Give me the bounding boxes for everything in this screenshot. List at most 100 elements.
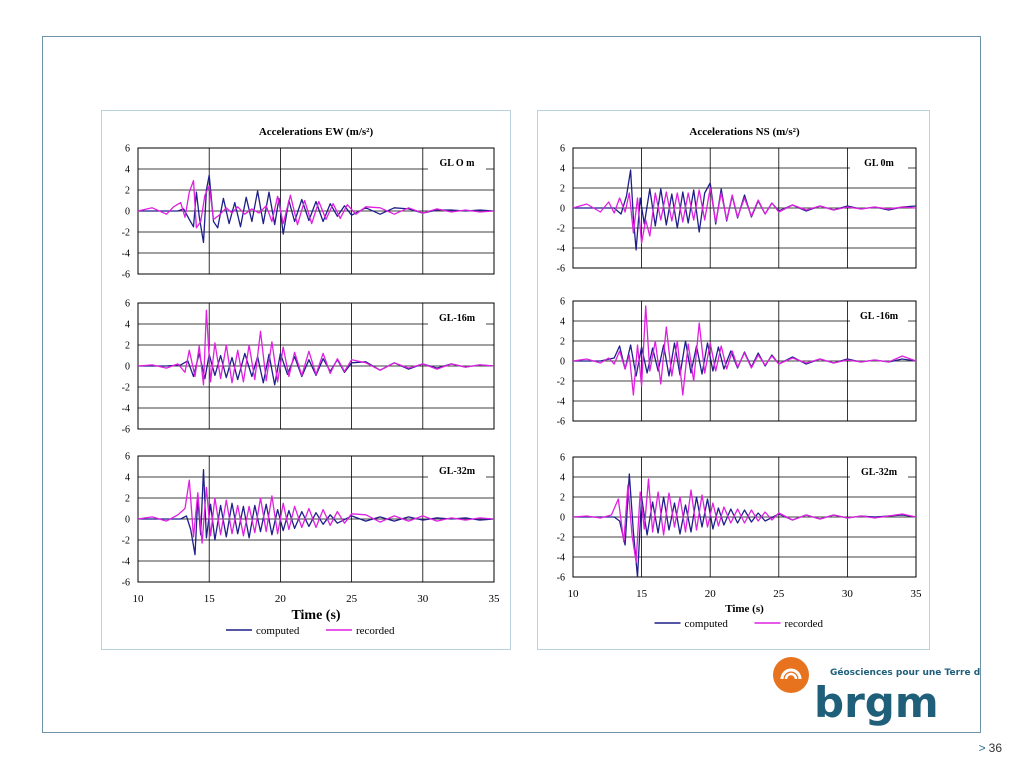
ew-y-tick-label: 0 bbox=[125, 207, 130, 218]
ew-y-tick-label: 6 bbox=[125, 452, 130, 463]
ns-legend-label-recorded: recorded bbox=[785, 618, 824, 630]
ns-y-tick-label: 0 bbox=[560, 357, 565, 368]
logo-wordmark: brgm bbox=[814, 678, 939, 727]
ns-y-tick-label: -2 bbox=[557, 224, 565, 235]
ew-y-tick-label: -2 bbox=[122, 383, 130, 394]
ew-depth-label-bg bbox=[428, 462, 486, 479]
ns-series-recorded bbox=[572, 478, 917, 563]
ns-depth-label: GL 0m bbox=[864, 158, 894, 169]
ew-y-tick-label: -6 bbox=[122, 425, 130, 436]
ns-x-tick-label: 10 bbox=[568, 588, 580, 600]
ew-legend-label-computed: computed bbox=[256, 625, 300, 637]
ns-depth-label: GL-32m bbox=[861, 467, 898, 478]
ns-subplot-1: -6 -4 -2 0 2 4 6 GL 0m bbox=[557, 144, 917, 275]
brgm-logo: Géosciences pour une Terre durable brgm bbox=[770, 655, 1013, 730]
ns-y-tick-label: 6 bbox=[560, 297, 565, 308]
ns-series-recorded bbox=[572, 305, 917, 396]
ns-y-tick-label: -2 bbox=[557, 377, 565, 388]
ns-depth-label-bg bbox=[850, 154, 908, 171]
ew-y-tick-label: 4 bbox=[125, 473, 130, 484]
ew-depth-label: GL O m bbox=[439, 158, 475, 169]
ns-subplot-3: -6 -4 -2 0 2 4 6 GL-32m bbox=[557, 453, 917, 584]
ns-y-tick-label: 6 bbox=[560, 453, 565, 464]
ns-y-tick-label: 0 bbox=[560, 513, 565, 524]
ew-x-tick-label: 15 bbox=[204, 593, 216, 605]
ns-y-tick-label: -6 bbox=[557, 573, 565, 584]
ew-y-tick-label: -4 bbox=[122, 557, 130, 568]
ew-depth-label: GL-32m bbox=[439, 466, 476, 477]
ew-series-recorded bbox=[137, 179, 495, 229]
ns-x-tick-label: 30 bbox=[842, 588, 854, 600]
ew-depth-label-bg bbox=[428, 309, 486, 326]
ns-y-tick-label: -6 bbox=[557, 417, 565, 428]
ew-y-tick-label: -4 bbox=[122, 404, 130, 415]
ew-y-tick-label: -2 bbox=[122, 228, 130, 239]
ns-y-tick-label: -6 bbox=[557, 264, 565, 275]
ns-y-tick-label: 4 bbox=[560, 473, 565, 484]
ew-subplot-1: -6 -4 -2 0 2 4 6 GL O m bbox=[122, 144, 495, 281]
ns-x-tick-label: 20 bbox=[705, 588, 717, 600]
ns-y-tick-label: -4 bbox=[557, 244, 565, 255]
ns-x-tick-label: 15 bbox=[636, 588, 648, 600]
page-number-value: 36 bbox=[988, 741, 1002, 755]
logo-tagline: Géosciences pour une Terre durable bbox=[830, 667, 980, 678]
ew-y-tick-label: -6 bbox=[122, 578, 130, 589]
chart-panel-ew: Accelerations EW (m/s²) -6 -4 -2 0 2 4 6 GL O m-… bbox=[101, 110, 511, 650]
ew-subplot-2: -6 -4 -2 0 2 4 6 GL-16m bbox=[122, 299, 495, 436]
ns-y-tick-label: -4 bbox=[557, 397, 565, 408]
chart-panel-ns: Accelerations NS (m/s²) -6 -4 -2 0 2 4 6 GL 0m -6… bbox=[537, 110, 930, 650]
ns-depth-label: GL -16m bbox=[860, 311, 899, 322]
ns-subplot-2: -6 -4 -2 0 2 4 6 GL -16m bbox=[557, 297, 917, 428]
ew-y-tick-label: -2 bbox=[122, 536, 130, 547]
ns-y-tick-label: 4 bbox=[560, 164, 565, 175]
ew-chart-title: Accelerations EW (m/s²) bbox=[259, 126, 374, 138]
ns-legend: computed recorded bbox=[654, 618, 824, 630]
ew-y-tick-label: 2 bbox=[125, 341, 130, 352]
ns-depth-label-bg bbox=[850, 307, 908, 324]
page-number: >36 bbox=[979, 741, 1002, 755]
ew-x-tick-label: 20 bbox=[275, 593, 287, 605]
ns-y-tick-label: 6 bbox=[560, 144, 565, 155]
ew-legend: computed recorded bbox=[226, 625, 395, 637]
ns-chart-title: Accelerations NS (m/s²) bbox=[689, 126, 800, 138]
ns-y-tick-label: 2 bbox=[560, 337, 565, 348]
ew-x-tick-label: 25 bbox=[346, 593, 358, 605]
ns-y-tick-label: 0 bbox=[560, 204, 565, 215]
ew-y-tick-label: 0 bbox=[125, 515, 130, 526]
ns-depth-label-bg bbox=[850, 463, 908, 480]
ns-series-computed bbox=[573, 340, 917, 377]
ns-x-axis-label: Time (s) bbox=[725, 603, 764, 615]
ns-x-tick-label: 25 bbox=[773, 588, 785, 600]
ew-subplot-3: -6 -4 -2 0 2 4 6 GL-32m bbox=[122, 452, 495, 589]
ew-x-axis-label: Time (s) bbox=[291, 608, 340, 623]
ew-y-tick-label: 2 bbox=[125, 186, 130, 197]
ns-y-tick-label: 2 bbox=[560, 493, 565, 504]
ns-y-tick-label: 4 bbox=[560, 317, 565, 328]
chevron-right-icon: > bbox=[978, 741, 986, 755]
ew-y-tick-label: -4 bbox=[122, 249, 130, 260]
ew-depth-label: GL-16m bbox=[439, 313, 476, 324]
ns-y-tick-label: -4 bbox=[557, 553, 565, 564]
ew-y-tick-label: -6 bbox=[122, 270, 130, 281]
ew-series-recorded bbox=[137, 309, 495, 386]
ns-y-tick-label: 2 bbox=[560, 184, 565, 195]
ew-y-tick-label: 6 bbox=[125, 299, 130, 310]
ew-y-tick-label: 0 bbox=[125, 362, 130, 373]
ew-series-recorded bbox=[137, 479, 495, 544]
ns-y-tick-label: -2 bbox=[557, 533, 565, 544]
ns-legend-label-computed: computed bbox=[685, 618, 729, 630]
brgm-logo-graphic: Géosciences pour une Terre durable brgm bbox=[773, 657, 1013, 727]
ew-x-tick-label: 10 bbox=[133, 593, 145, 605]
ns-series-recorded bbox=[572, 187, 917, 244]
ew-y-tick-label: 2 bbox=[125, 494, 130, 505]
ew-x-tick-label: 30 bbox=[417, 593, 429, 605]
ew-x-tick-label: 35 bbox=[489, 593, 501, 605]
ew-y-tick-label: 4 bbox=[125, 165, 130, 176]
ew-y-tick-label: 4 bbox=[125, 320, 130, 331]
ew-depth-label-bg bbox=[428, 154, 486, 171]
ns-x-tick-label: 35 bbox=[911, 588, 923, 600]
ew-y-tick-label: 6 bbox=[125, 144, 130, 155]
ew-legend-label-recorded: recorded bbox=[356, 625, 395, 637]
